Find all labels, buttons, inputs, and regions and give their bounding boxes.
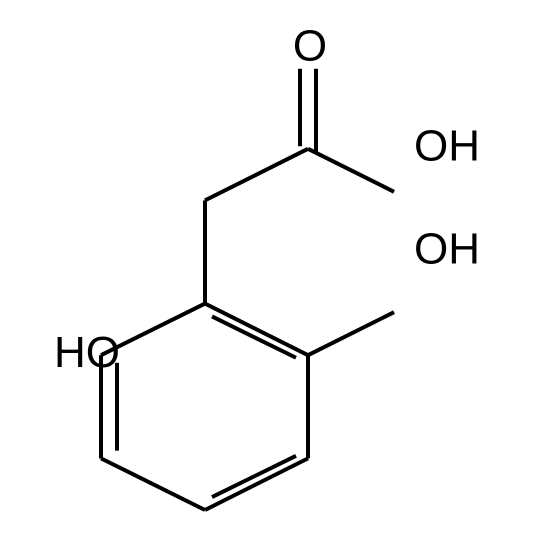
bond-c3-c4 (205, 458, 308, 510)
atom-label-HO_ring5: HO (54, 328, 120, 377)
bond-c2-oh (308, 312, 394, 355)
atom-label-OH_ring2: OH (414, 225, 480, 274)
atom-label-O_carbonyl: O (293, 22, 327, 71)
bond-c1-c2 (205, 304, 308, 356)
bond-cooh-oh (308, 149, 394, 192)
bond-ch2-cooh (205, 149, 308, 201)
bond-c1-c2-inner (212, 316, 296, 357)
molecule-diagram: O OH OH HO (0, 0, 543, 550)
atom-label-OH_acid: OH (414, 121, 480, 170)
bond-c3-c4-inner (212, 456, 296, 497)
bond-c4-c5 (101, 458, 205, 510)
